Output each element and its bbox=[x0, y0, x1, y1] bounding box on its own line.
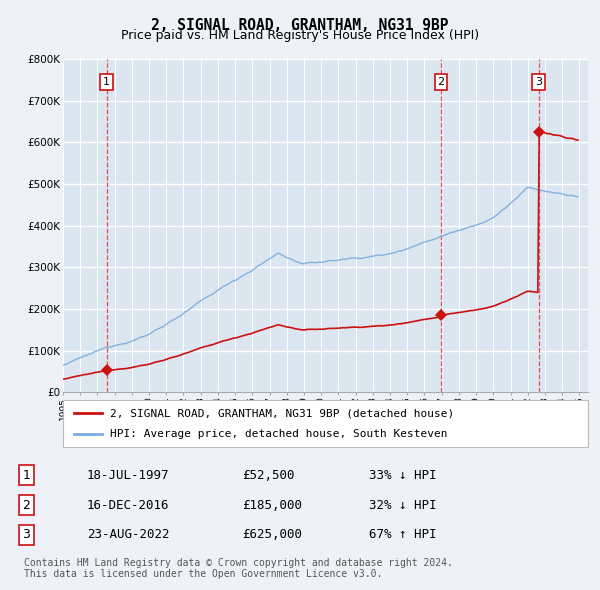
Text: 67% ↑ HPI: 67% ↑ HPI bbox=[369, 529, 437, 542]
Text: £52,500: £52,500 bbox=[242, 468, 295, 481]
Text: 32% ↓ HPI: 32% ↓ HPI bbox=[369, 499, 437, 512]
Text: HPI: Average price, detached house, South Kesteven: HPI: Average price, detached house, Sout… bbox=[110, 429, 448, 439]
Text: 2, SIGNAL ROAD, GRANTHAM, NG31 9BP: 2, SIGNAL ROAD, GRANTHAM, NG31 9BP bbox=[151, 18, 449, 32]
Text: £185,000: £185,000 bbox=[242, 499, 302, 512]
Text: 1: 1 bbox=[103, 77, 110, 87]
Text: 3: 3 bbox=[22, 529, 31, 542]
Text: £625,000: £625,000 bbox=[242, 529, 302, 542]
Text: 33% ↓ HPI: 33% ↓ HPI bbox=[369, 468, 437, 481]
Text: 16-DEC-2016: 16-DEC-2016 bbox=[87, 499, 169, 512]
Text: 3: 3 bbox=[535, 77, 542, 87]
Text: This data is licensed under the Open Government Licence v3.0.: This data is licensed under the Open Gov… bbox=[24, 569, 382, 579]
Text: 2: 2 bbox=[437, 77, 445, 87]
Text: 18-JUL-1997: 18-JUL-1997 bbox=[87, 468, 169, 481]
Text: 2, SIGNAL ROAD, GRANTHAM, NG31 9BP (detached house): 2, SIGNAL ROAD, GRANTHAM, NG31 9BP (deta… bbox=[110, 408, 455, 418]
Text: 1: 1 bbox=[22, 468, 31, 481]
Text: 2: 2 bbox=[22, 499, 31, 512]
Text: Price paid vs. HM Land Registry's House Price Index (HPI): Price paid vs. HM Land Registry's House … bbox=[121, 30, 479, 42]
Text: 23-AUG-2022: 23-AUG-2022 bbox=[87, 529, 169, 542]
Text: Contains HM Land Registry data © Crown copyright and database right 2024.: Contains HM Land Registry data © Crown c… bbox=[24, 558, 453, 568]
